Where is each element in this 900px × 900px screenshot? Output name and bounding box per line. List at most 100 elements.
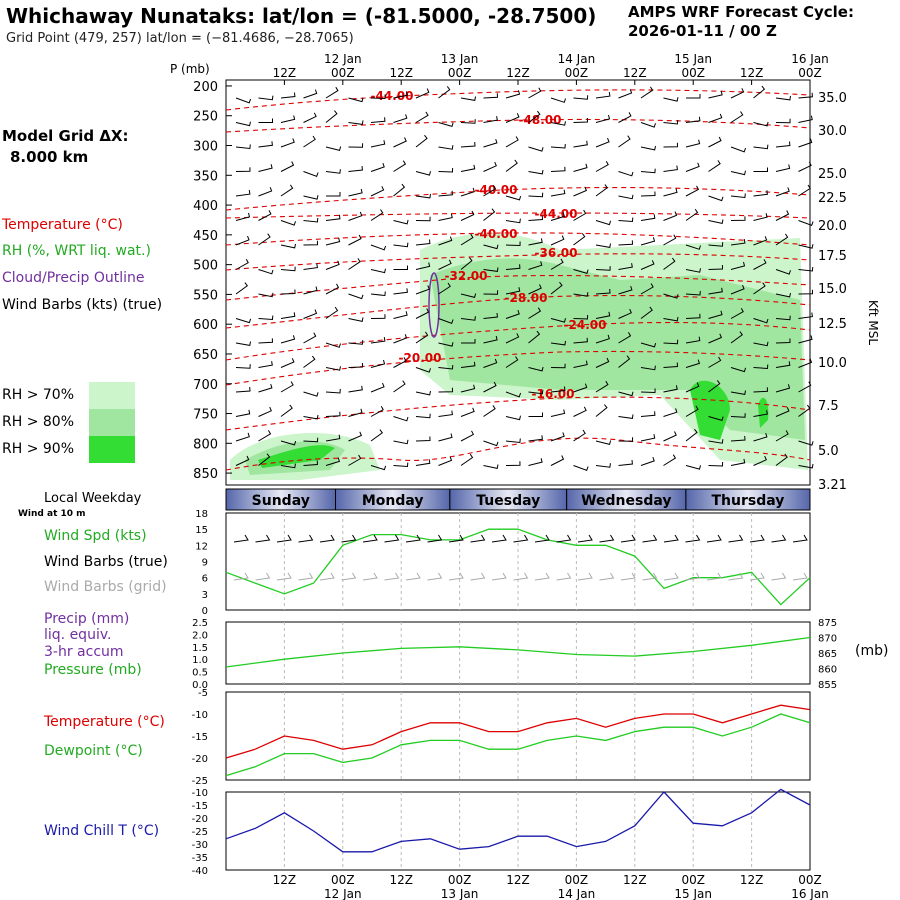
wind-tick-label: 15 [195,525,208,536]
wind-barb [460,164,476,172]
wind-barb [528,110,541,123]
wind-barb [393,357,407,368]
wind-barb [550,212,566,221]
wind-barb [708,380,721,393]
wind-barb [528,261,543,270]
wind-barb [753,121,769,127]
surface-grid-barb [556,572,572,581]
wind-barb [483,267,499,272]
wind-barb [280,161,295,172]
wind-barb [415,413,431,419]
precip-label: Precip (mm) [44,611,130,627]
wind-barb [708,333,723,344]
surface-grid-barb [276,572,292,581]
wind-barb [663,234,677,246]
wind-barb [618,89,633,99]
isotherm-line [225,275,811,301]
precip-tick-label: 0.0 [192,680,208,691]
wind-barb [618,437,634,442]
wind-barb [798,289,814,295]
wind-speed-label: Wind Spd (kts) [44,528,147,544]
wind-barb [460,384,476,393]
wind-barb [618,355,631,368]
legend-temperature: Temperature (°C) [2,217,123,233]
bottom-hour-label: 12Z [506,873,530,887]
wind-barb [280,184,294,197]
surface-grid-barb [255,572,271,581]
wind-barbs-true-label: Wind Barbs (true) [44,554,168,570]
wind-barb [370,209,384,221]
rh90-swatch [89,436,135,463]
wind-barb [708,356,722,368]
chill-tick-label: -15 [192,801,208,812]
wind-barb [415,436,431,442]
wind-barb [258,361,273,368]
pressure-tick-label: 550 [193,288,218,303]
wind-barb [775,384,791,393]
top-hour-label: 00Z [681,66,705,80]
wind-barb [460,407,475,417]
isotherm-line [225,89,811,111]
wind-barb [528,238,543,246]
wind-barb [798,244,814,249]
wind-barb [618,240,634,246]
wind-barb [326,192,341,197]
wind-barb [730,146,747,153]
wind-barb [303,309,318,319]
wind-barb [348,211,363,221]
surface-grid-barb [298,572,314,581]
wind-barb [460,293,477,299]
wind-barb [528,330,541,344]
precip-liq-label: liq. equiv. [44,627,112,643]
height-tick-label: 25.0 [818,167,847,182]
height-tick-label: 15.0 [818,282,847,297]
wind-barb [258,187,273,197]
wind-barb [528,146,544,152]
wind-barb [280,92,296,99]
bottom-date-label: 12 Jan [324,887,362,900]
top-date-label: 12 Jan [324,52,362,66]
wind-barb [438,145,454,150]
surface-grid-barb [470,572,486,581]
wind-barb [280,289,296,295]
wind-barb [775,269,791,275]
wind-barb [775,95,791,101]
wind-barb [348,258,361,270]
wind-barb [348,340,364,345]
wind-barb [708,287,723,295]
top-hour-label: 12Z [273,66,297,80]
wind-barb [640,306,653,319]
wind-tick-label: 0 [202,606,208,617]
precip-tick-label: 2.5 [192,618,208,629]
wind-barb [550,189,566,197]
wind-barb [393,242,409,248]
wind-barb [640,260,655,270]
isotherm-line [225,186,811,211]
wind-barb [325,214,341,221]
cloud-outline [428,272,440,338]
wind-barb [573,406,587,417]
temp-tick-label: -15 [192,732,208,743]
wind-barb [235,386,251,393]
wind-barb [730,307,744,319]
wind-barb [438,190,453,197]
wind-barb [505,159,518,172]
wind-barb [258,406,272,417]
wind-barb [348,188,363,197]
wind-barb [595,266,611,271]
wind-barb [550,143,566,149]
temp-tick-label: -20 [192,754,208,765]
surface-wind-barb [771,534,787,543]
wind-barb [798,220,814,226]
wind-barb [663,97,679,102]
isotherm-line [225,232,811,246]
wind-barb [550,97,566,103]
precip-tick-label: 1.5 [192,643,208,654]
wind-barb [258,141,273,148]
surface-wind-barb [384,534,400,543]
bottom-hour-label: 12Z [623,873,647,887]
wind-barb [235,432,250,442]
model-grid-value: 8.000 km [10,148,89,166]
surface-grid-barb [706,572,722,581]
